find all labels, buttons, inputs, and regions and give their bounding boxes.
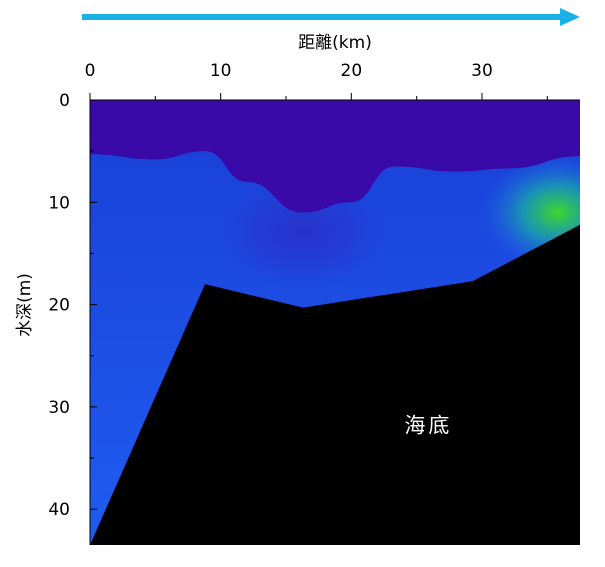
surface-layer (90, 100, 580, 213)
y-tick-label: 0 (59, 91, 70, 111)
y-tick-label: 20 (48, 296, 70, 316)
axes: 0 10 20 30 0 10 20 30 40 (48, 61, 580, 545)
x-tick-label: 20 (341, 61, 363, 81)
arrow-head (560, 8, 580, 26)
x-axis-title: 距離(km) (298, 33, 372, 53)
direction-arrow (82, 8, 580, 26)
annotations: 海底 (404, 413, 452, 437)
y-tick-label: 10 (48, 193, 70, 213)
arrow-shaft (82, 14, 562, 20)
mid-water-shade (217, 177, 388, 288)
x-tick-label: 0 (85, 61, 96, 81)
y-tick-label: 40 (48, 500, 70, 520)
y-tick-label: 30 (48, 398, 70, 418)
seabed-label: 海底 (404, 413, 452, 437)
y-axis-title: 水深(m) (15, 273, 35, 337)
seabed-area (90, 224, 580, 545)
x-tick-label: 10 (210, 61, 232, 81)
x-tick-label: 30 (471, 61, 493, 81)
plot-area (90, 100, 580, 545)
